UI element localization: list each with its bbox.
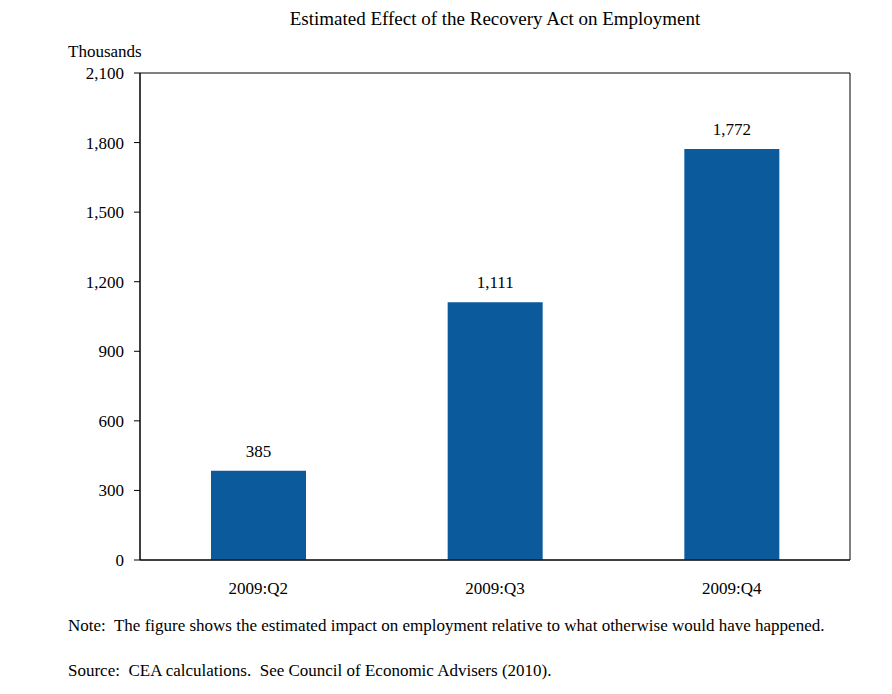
- svg-text:2009:Q2: 2009:Q2: [229, 579, 289, 598]
- svg-text:1,200: 1,200: [86, 273, 124, 292]
- svg-text:1,500: 1,500: [86, 203, 124, 222]
- svg-text:600: 600: [99, 412, 125, 431]
- html-text:Estimated Effect of the Recove: Estimated Effect of the Recovery Act on …: [289, 8, 701, 29]
- svg-text:2009:Q4: 2009:Q4: [702, 579, 762, 598]
- html-text:Note: The figure shows the est: Note: The figure shows the estimated imp…: [68, 616, 825, 635]
- html-text:Thousands: Thousands: [68, 42, 142, 61]
- svg-text:0: 0: [116, 551, 125, 570]
- svg-text:900: 900: [99, 342, 125, 361]
- svg-text:300: 300: [99, 481, 125, 500]
- svg-text:2009:Q3: 2009:Q3: [465, 579, 525, 598]
- svg-text:1,772: 1,772: [713, 120, 751, 139]
- html-text:Source: CEA calculations. See: Source: CEA calculations. See Council of…: [68, 661, 552, 680]
- svg-text:2,100: 2,100: [86, 64, 124, 83]
- svg-text:1,800: 1,800: [86, 134, 124, 153]
- svg-text:385: 385: [246, 442, 272, 461]
- svg-text:1,111: 1,111: [477, 273, 514, 292]
